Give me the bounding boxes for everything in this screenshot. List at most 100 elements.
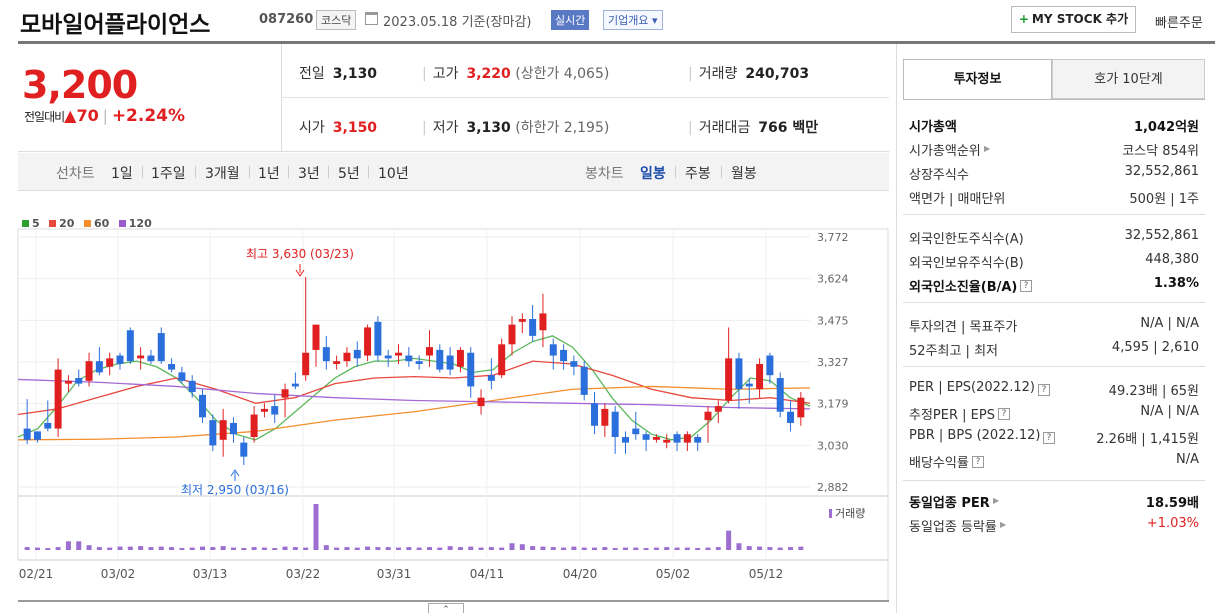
help-icon[interactable]: ? (1038, 384, 1050, 396)
info-value: 2.26배 | 1,415원 (1096, 432, 1199, 447)
tab-investment-info[interactable]: 투자정보 (903, 59, 1052, 99)
volume-bar (406, 547, 412, 550)
tab-period-1y[interactable]: 1년 (258, 166, 280, 182)
candle-body (560, 349, 568, 362)
collapse-toggle[interactable]: ⌃ (428, 603, 464, 613)
tab-monthly[interactable]: 월봉 (731, 166, 757, 182)
info-label: 투자의견 | 목표주가 (909, 320, 1018, 335)
candle-body (260, 408, 268, 412)
tab-weekly[interactable]: 주봉 (685, 166, 711, 182)
volume-bar (272, 548, 278, 550)
candle-body (694, 437, 702, 443)
candle-body (549, 344, 557, 356)
legend-ma5: 5 (22, 217, 40, 230)
info-value: 1.38% (1153, 276, 1199, 291)
info-label: 외국인보유주식수(B) (909, 256, 1024, 271)
candle-body (673, 434, 681, 443)
high-price: | 고가 3,220 (상한가 4,065) (422, 66, 610, 82)
base-date: 2023.05.18 기준(장마감) (383, 15, 532, 30)
divider (903, 480, 1205, 481)
info-label: 액면가 | 매매단위 (909, 192, 1006, 207)
info-row[interactable]: 동일업종 등락률 ▶ +1.03% (909, 516, 1199, 538)
candle-body (188, 380, 196, 393)
x-tick-label: 02/21 (19, 567, 54, 581)
volume-bar (96, 547, 102, 550)
y-tick-label: 2,882 (817, 481, 849, 494)
x-tick-label: 04/20 (563, 567, 598, 581)
volume-bar (664, 547, 670, 550)
candle-body (487, 375, 495, 381)
realtime-button[interactable]: 실시간 (551, 10, 590, 30)
volume-bar (76, 541, 82, 550)
company-info-dropdown[interactable]: 기업개요 ▾ (603, 10, 663, 30)
candle-body (611, 411, 619, 437)
info-label: 시가총액순위 (909, 144, 981, 159)
tab-period-5y[interactable]: 5년 (338, 166, 360, 182)
change-percent: +2.24% (111, 106, 186, 126)
info-value: 4,595 | 2,610 (1111, 340, 1199, 355)
price-chart[interactable]: 3,772 3,624 3,475 3,327 3,179 3,030 2,882 02/21… (0, 190, 890, 600)
my-stock-add-button[interactable]: + MY STOCK 추가 (1011, 6, 1136, 33)
candle-body (539, 313, 547, 331)
candle-body (405, 355, 413, 362)
my-stock-label: MY STOCK 추가 (1031, 12, 1129, 26)
y-tick-label: 3,772 (817, 231, 849, 244)
candle-body (395, 352, 403, 356)
x-tick-label: 03/02 (101, 567, 136, 581)
candle-body (281, 389, 289, 398)
volume-bar (457, 547, 463, 550)
volume-bar (581, 547, 587, 550)
volume-bar (354, 547, 360, 550)
volume-bar (468, 546, 474, 550)
info-row: 시가총액 1,042억원 (909, 116, 1199, 138)
candle-body (250, 414, 258, 437)
volume-bar (230, 547, 236, 550)
volume-bar (592, 547, 598, 550)
volume-bar (375, 547, 381, 550)
chart-tabs: 선차트 1일 1주일 3개월 1년 3년 5년 10년 봉차트 일봉 주봉 월봉 (18, 153, 889, 191)
volume-bar (334, 547, 340, 550)
tab-period-3y[interactable]: 3년 (298, 166, 320, 182)
volume-bar (210, 547, 216, 550)
info-row[interactable]: 동일업종 PER ▶ 18.59배 (909, 492, 1199, 514)
help-icon[interactable]: ? (998, 408, 1010, 420)
candle-body (621, 437, 629, 443)
help-icon[interactable]: ? (1043, 432, 1055, 444)
low-price: | 저가 3,130 (하한가 2,195) (422, 120, 610, 136)
max-arrow-head (295, 269, 305, 277)
volume-bar (622, 547, 628, 550)
tab-period-1w[interactable]: 1주일 (151, 166, 186, 182)
help-icon[interactable]: ? (972, 456, 984, 468)
x-tick-label: 05/12 (749, 567, 784, 581)
info-label: 52주최고 | 최저 (909, 344, 998, 359)
candle-body (601, 408, 609, 426)
quick-order-link[interactable]: 빠른주문 (1155, 16, 1203, 31)
tab-daily[interactable]: 일봉 (640, 166, 666, 182)
legend-ma120: 120 (118, 217, 152, 230)
info-value: 500원 | 1주 (1129, 192, 1199, 207)
volume-bar (540, 546, 546, 550)
candle-body (137, 355, 145, 359)
tab-period-10y[interactable]: 10년 (378, 166, 409, 182)
info-value: N/A | N/A (1140, 404, 1199, 419)
change-amount: 70 (76, 106, 99, 125)
investment-info-panel: 투자정보 호가 10단계 시가총액 1,042억원 시가총액순위 ▶ 코스닥 854위… (896, 44, 1210, 613)
divider (903, 302, 1205, 303)
candle-body (704, 411, 712, 421)
volume-bar (251, 547, 257, 550)
tab-period-3m[interactable]: 3개월 (205, 166, 240, 182)
info-value: 1,042억원 (1133, 120, 1199, 135)
candle-body (580, 366, 588, 395)
volume-bar (757, 546, 763, 550)
volume-bar (426, 547, 432, 550)
x-tick-label: 03/22 (286, 567, 321, 581)
tab-order-book[interactable]: 호가 10단계 (1052, 59, 1205, 99)
info-row: PER | EPS(2022.12)? 49.23배 | 65원 (909, 380, 1199, 402)
help-icon[interactable]: ? (1020, 280, 1032, 292)
tab-candle-chart: 봉차트 (585, 166, 624, 182)
company-info-label: 기업개요 (608, 14, 649, 27)
volume-bar (437, 547, 443, 550)
info-row[interactable]: 시가총액순위 ▶ 코스닥 854위 (909, 140, 1199, 162)
candle-body (518, 319, 526, 322)
tab-period-1d[interactable]: 1일 (111, 166, 133, 182)
